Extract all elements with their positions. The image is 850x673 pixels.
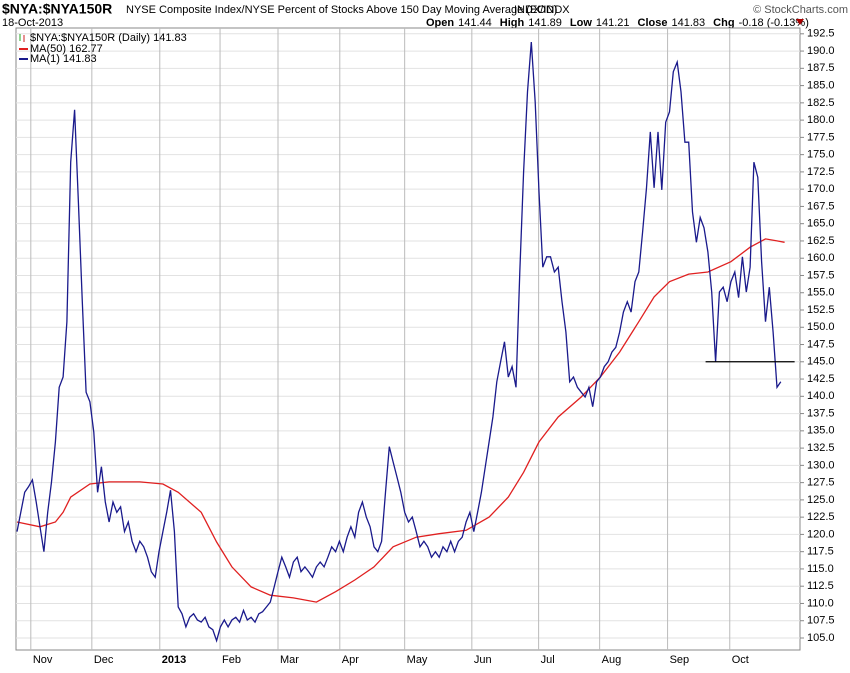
y-tick-label: 185.0 [807,79,835,91]
quote-label: Open [426,17,454,29]
y-tick-label: 107.5 [807,615,835,627]
series-line [16,42,782,643]
y-tick-label: 142.5 [807,373,835,385]
y-tick-label: 127.5 [807,477,835,489]
y-tick-label: 190.0 [807,45,835,57]
y-tick-label: 135.0 [807,425,835,437]
y-tick-label: 112.5 [807,580,834,592]
exchange: INDX/INDX [514,4,570,16]
y-tick-label: 150.0 [807,321,835,333]
y-tick-label: 110.0 [807,597,834,609]
y-tick-label: 152.5 [807,304,835,316]
y-tick-label: 177.5 [807,131,835,143]
x-tick-label: Aug [602,654,622,666]
chart-title: $NYA:$NYA150R [2,1,112,17]
x-tick-label: Sep [670,654,690,666]
series-line [16,238,785,603]
x-tick-label: 2013 [162,654,186,666]
x-tick-label: May [407,654,428,666]
y-tick-label: 182.5 [807,97,835,109]
quote-value: 141.21 [596,17,630,29]
y-tick-label: 167.5 [807,200,835,212]
quote-value: 141.44 [458,17,492,29]
y-tick-label: 140.0 [807,390,835,402]
y-tick-label: 145.0 [807,356,835,368]
x-tick-label: Jun [474,654,492,666]
quote-value: 141.89 [528,17,562,29]
x-tick-label: Mar [280,654,299,666]
y-tick-label: 155.0 [807,287,835,299]
y-tick-label: 192.5 [807,28,835,40]
legend-label: MA(50) 162.77 [30,43,103,55]
y-tick-label: 122.5 [807,511,835,523]
y-tick-label: 157.5 [807,269,835,281]
y-tick-label: 162.5 [807,235,835,247]
chart-subtitle: NYSE Composite Index/NYSE Percent of Sto… [126,4,557,16]
y-tick-label: 172.5 [807,166,835,178]
x-tick-label: Jul [541,654,555,666]
quote-value: 141.83 [672,17,706,29]
quote-label: Low [570,17,592,29]
down-arrow [796,19,804,25]
y-tick-label: 132.5 [807,442,835,454]
x-tick-label: Apr [342,654,359,666]
y-tick-label: 160.0 [807,252,835,264]
y-tick-label: 105.0 [807,632,835,644]
legend-label: $NYA:$NYA150R (Daily) 141.83 [30,32,187,44]
credit: © StockCharts.com [753,4,848,16]
y-tick-label: 180.0 [807,114,835,126]
y-tick-label: 137.5 [807,407,835,419]
y-tick-label: 147.5 [807,338,835,350]
quote-label: High [500,17,525,29]
y-tick-label: 115.0 [807,563,834,575]
quote-label: Chg [713,17,734,29]
y-tick-label: 125.0 [807,494,835,506]
y-tick-label: 175.0 [807,149,835,161]
quote-value: -0.18 (-0.13%) [739,17,809,29]
x-tick-label: Nov [33,654,53,666]
quote-label: Close [638,17,668,29]
legend-label: MA(1) 141.83 [30,53,97,65]
y-tick-label: 170.0 [807,183,835,195]
x-tick-label: Oct [732,654,749,666]
y-tick-label: 117.5 [807,546,834,558]
y-tick-label: 120.0 [807,528,835,540]
y-tick-label: 165.0 [807,218,835,230]
plot-frame [15,27,801,651]
y-tick-label: 130.0 [807,459,835,471]
quote: Open 141.44 High 141.89 Low 141.21 Close 141.83… [426,17,809,29]
x-tick-label: Feb [222,654,241,666]
x-tick-label: Dec [94,654,114,666]
date: 18-Oct-2013 [2,17,63,29]
y-tick-label: 187.5 [807,62,835,74]
